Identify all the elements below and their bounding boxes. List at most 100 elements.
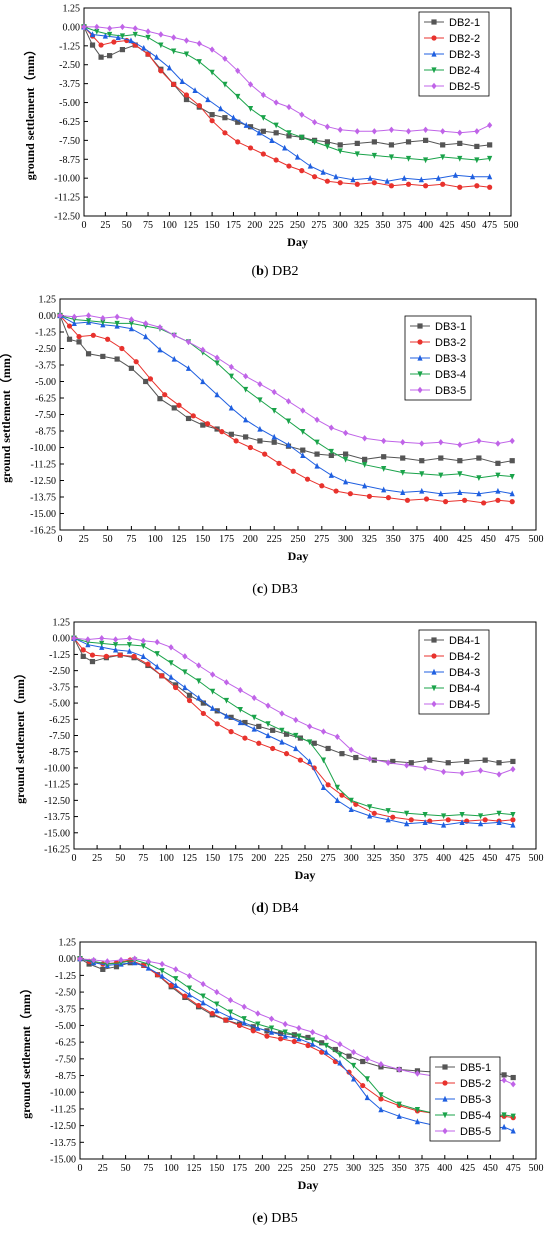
data-point xyxy=(378,1096,384,1102)
x-tick-label: 175 xyxy=(232,1163,247,1174)
data-point xyxy=(385,816,391,823)
data-point xyxy=(270,727,276,733)
data-point xyxy=(364,1055,370,1063)
data-point xyxy=(390,814,396,820)
y-tick-label: -13.75 xyxy=(50,1138,76,1149)
data-point xyxy=(176,402,182,408)
data-point xyxy=(441,821,447,828)
data-point xyxy=(305,1042,311,1049)
data-point xyxy=(309,1028,316,1036)
data-point xyxy=(333,173,339,180)
data-point xyxy=(328,424,334,431)
data-point xyxy=(362,435,368,442)
data-point xyxy=(77,955,83,962)
data-point xyxy=(459,769,465,777)
y-tick-label: -1.25 xyxy=(35,328,56,339)
data-point xyxy=(271,407,277,414)
data-point xyxy=(255,1024,261,1031)
x-tick-label: 325 xyxy=(369,1163,384,1174)
data-point xyxy=(162,392,168,398)
data-point xyxy=(168,673,174,680)
data-point xyxy=(76,334,82,340)
data-point xyxy=(307,723,313,730)
data-point xyxy=(290,468,296,474)
data-point xyxy=(268,1028,275,1035)
x-tick-label: 375 xyxy=(410,534,425,545)
data-point xyxy=(273,122,279,129)
data-point xyxy=(196,59,202,65)
y-axis-label: ground settlement（mm） xyxy=(12,667,27,804)
data-point xyxy=(107,25,113,32)
data-point xyxy=(157,346,163,353)
x-tick-label: 350 xyxy=(390,853,405,864)
x-tick-label: 500 xyxy=(529,1163,544,1174)
data-point xyxy=(396,1113,402,1119)
data-point xyxy=(214,721,220,727)
data-point xyxy=(157,396,163,402)
data-point xyxy=(337,148,343,155)
x-tick-label: 475 xyxy=(506,1163,521,1174)
data-point xyxy=(311,139,318,146)
data-point xyxy=(264,1033,270,1039)
data-point xyxy=(154,972,161,978)
y-tick-label: -2.50 xyxy=(59,60,80,71)
x-tick-label: 175 xyxy=(226,220,241,231)
legend-label: DB2-1 xyxy=(449,17,480,29)
data-point xyxy=(510,766,516,773)
data-point xyxy=(209,46,215,53)
data-point xyxy=(299,134,305,141)
data-point xyxy=(131,653,137,659)
data-point xyxy=(286,103,292,111)
legend-label: DB3-5 xyxy=(435,385,466,397)
data-point xyxy=(367,174,373,181)
y-tick-label: -10.00 xyxy=(44,763,70,774)
data-point xyxy=(343,478,349,485)
data-point xyxy=(279,710,285,717)
data-point xyxy=(311,740,317,746)
data-point xyxy=(89,31,96,38)
legend-marker xyxy=(431,653,437,659)
x-tick-label: 400 xyxy=(436,853,451,864)
data-point xyxy=(378,1060,384,1068)
data-point xyxy=(440,142,446,148)
data-point xyxy=(400,439,406,446)
legend-label: DB3-2 xyxy=(435,337,466,349)
data-point xyxy=(362,456,368,462)
caption-name: DB5 xyxy=(271,1211,297,1226)
data-point xyxy=(154,663,160,670)
data-point xyxy=(200,999,206,1006)
data-point xyxy=(293,745,299,752)
data-point xyxy=(173,976,179,982)
data-point xyxy=(104,958,110,965)
data-point xyxy=(214,391,220,398)
data-point xyxy=(141,44,147,51)
data-point xyxy=(282,144,288,151)
y-tick-label: -3.75 xyxy=(49,682,70,693)
data-point xyxy=(185,365,192,371)
data-point xyxy=(296,1033,302,1040)
data-point xyxy=(314,439,320,446)
data-point xyxy=(452,171,459,178)
y-tick-label: -5.00 xyxy=(55,1021,76,1032)
data-point xyxy=(293,732,299,739)
series-line xyxy=(73,637,514,775)
data-point xyxy=(145,51,151,57)
data-point xyxy=(367,804,373,811)
data-point xyxy=(260,115,266,121)
y-tick-label: -8.75 xyxy=(55,1071,76,1082)
data-point xyxy=(404,820,410,827)
x-tick-label: 50 xyxy=(115,853,125,864)
data-point xyxy=(271,388,277,396)
data-point xyxy=(495,472,501,479)
chart-panel-db4: 0 25 50 75 100 125 150 175 200 225 250 275 300 325 350… xyxy=(12,618,544,917)
data-point xyxy=(251,714,257,721)
data-point xyxy=(182,684,188,691)
data-point xyxy=(159,968,165,974)
data-point xyxy=(265,721,271,728)
data-point xyxy=(200,980,206,988)
data-point xyxy=(384,178,390,184)
data-point xyxy=(99,640,105,647)
data-point xyxy=(360,1082,366,1089)
data-point xyxy=(91,956,97,964)
data-point xyxy=(247,105,254,112)
